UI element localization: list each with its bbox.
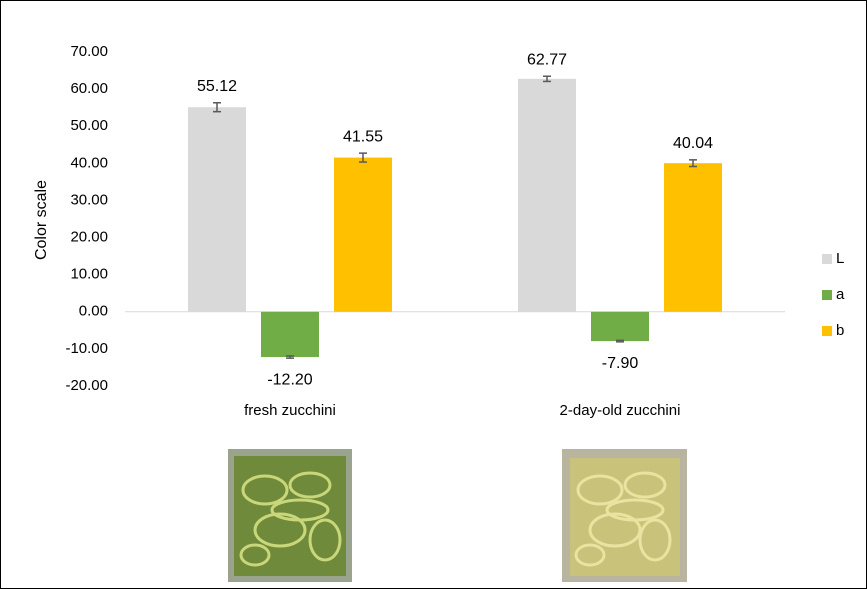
- bar: [188, 107, 246, 312]
- legend-swatch: [822, 254, 832, 264]
- bar: [261, 311, 319, 358]
- photo-old: [562, 449, 687, 582]
- y-tick-label: 0.00: [79, 303, 108, 320]
- value-label: 62.77: [527, 51, 567, 68]
- y-tick-label: 70.00: [70, 43, 108, 60]
- value-label: 40.04: [673, 135, 713, 152]
- bar: [664, 163, 722, 312]
- x-tick-label: fresh zucchini: [244, 402, 336, 419]
- legend-label: L: [836, 250, 844, 267]
- y-axis-title: Color scale: [33, 180, 50, 260]
- y-tick-label: -10.00: [65, 340, 108, 357]
- y-tick-label: 60.00: [70, 80, 108, 97]
- y-tick-label: -20.00: [65, 377, 108, 394]
- legend-label: b: [836, 322, 844, 339]
- bar: [518, 78, 576, 312]
- legend-label: a: [836, 286, 845, 303]
- value-label: -7.90: [602, 355, 639, 372]
- bar: [591, 311, 649, 342]
- legend-swatch: [822, 326, 832, 336]
- value-label: -12.20: [267, 371, 312, 388]
- value-label: 55.12: [197, 78, 237, 95]
- y-tick-label: 20.00: [70, 229, 108, 246]
- y-tick-label: 50.00: [70, 117, 108, 134]
- bar: [334, 157, 392, 312]
- x-tick-label: 2-day-old zucchini: [560, 402, 681, 419]
- y-tick-label: 10.00: [70, 266, 108, 283]
- legend-swatch: [822, 290, 832, 300]
- y-tick-label: 30.00: [70, 191, 108, 208]
- y-tick-label: 40.00: [70, 154, 108, 171]
- value-label: 41.55: [343, 128, 383, 145]
- photo-fresh: [228, 449, 352, 582]
